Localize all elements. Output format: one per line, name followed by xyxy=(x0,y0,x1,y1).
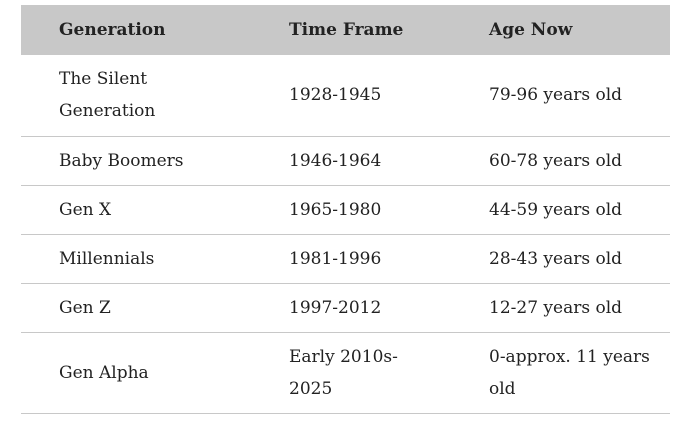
table-row: The Silent Generation 1928-1945 79-96 ye… xyxy=(21,55,670,136)
age-now-cell: 60-78 years old xyxy=(489,150,623,171)
generation-cell: Millennials xyxy=(59,248,155,269)
generations-table: Generation Time Frame Age Now The Silent… xyxy=(21,5,670,414)
age-now-cell: 0-approx. 11 years old xyxy=(489,346,650,399)
generations-table-container: Generation Time Frame Age Now The Silent… xyxy=(21,5,670,414)
time-frame-cell: 1928-1945 xyxy=(289,85,382,106)
age-now-cell: 28-43 years old xyxy=(489,248,623,269)
time-frame-cell: 1981-1996 xyxy=(289,248,382,269)
generation-cell: Gen X xyxy=(59,199,112,220)
time-frame-cell: 1946-1964 xyxy=(289,150,382,171)
generation-cell: Gen Alpha xyxy=(59,362,149,383)
table-row: Gen Z 1997-2012 12-27 years old xyxy=(21,283,670,332)
table-header-row: Generation Time Frame Age Now xyxy=(21,5,670,55)
column-header-generation: Generation xyxy=(59,20,166,40)
time-frame-cell: Early 2010s-2025 xyxy=(289,346,398,399)
generation-cell: Gen Z xyxy=(59,297,111,318)
table-row: Millennials 1981-1996 28-43 years old xyxy=(21,234,670,283)
column-header-time-frame: Time Frame xyxy=(289,20,404,40)
time-frame-cell: 1965-1980 xyxy=(289,199,382,220)
table-header: Generation Time Frame Age Now xyxy=(21,5,670,55)
age-now-cell: 79-96 years old xyxy=(489,85,623,106)
table-row: Gen X 1965-1980 44-59 years old xyxy=(21,185,670,234)
table-body: The Silent Generation 1928-1945 79-96 ye… xyxy=(21,55,670,413)
generation-cell: Baby Boomers xyxy=(59,150,184,171)
age-now-cell: 12-27 years old xyxy=(489,297,623,318)
age-now-cell: 44-59 years old xyxy=(489,199,623,220)
table-row: Gen Alpha Early 2010s-2025 0-approx. 11 … xyxy=(21,332,670,413)
time-frame-cell: 1997-2012 xyxy=(289,297,382,318)
table-row: Baby Boomers 1946-1964 60-78 years old xyxy=(21,136,670,185)
column-header-age-now: Age Now xyxy=(489,20,573,40)
generation-cell: The Silent Generation xyxy=(59,69,156,122)
